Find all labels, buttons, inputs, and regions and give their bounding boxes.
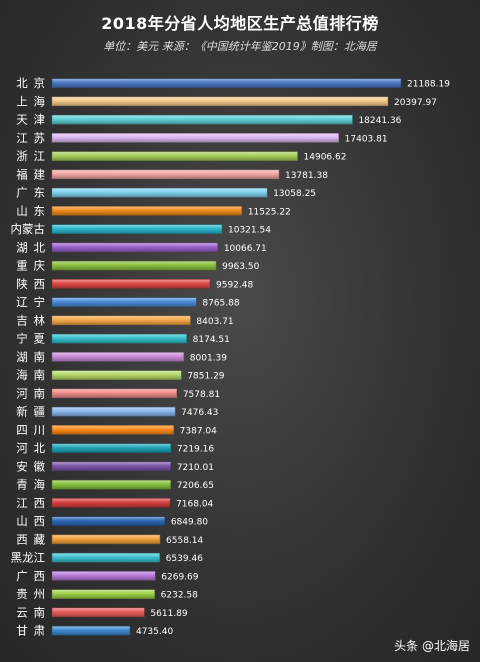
bar <box>51 370 182 380</box>
bar <box>51 333 187 344</box>
category-label: 湖 南 <box>16 350 45 364</box>
bar <box>51 352 185 362</box>
category-label: 上 海 <box>16 94 45 108</box>
value-label: 7168.04 <box>176 499 213 509</box>
value-label: 9592.48 <box>216 280 253 290</box>
bar <box>51 96 389 107</box>
value-label: 17403.81 <box>345 134 388 144</box>
category-label: 新 疆 <box>16 405 45 419</box>
value-label: 13781.38 <box>285 171 328 181</box>
value-label: 10066.71 <box>224 244 267 254</box>
category-label: 北 京 <box>16 76 45 90</box>
bar <box>51 443 172 453</box>
value-label: 7476.43 <box>181 408 218 418</box>
bar <box>51 479 171 490</box>
category-label: 湖 北 <box>16 240 45 254</box>
value-label: 8403.71 <box>196 317 233 327</box>
category-label: 陕 西 <box>16 277 45 291</box>
bar <box>51 279 211 289</box>
category-label: 江 西 <box>16 496 45 510</box>
bars-layer: 北 京 21188.19 上 海 20397.97 天 津 18241.36 江 苏 1740… <box>11 76 451 638</box>
value-label: 4735.40 <box>136 627 173 637</box>
value-label: 7206.65 <box>177 481 214 491</box>
bar <box>51 151 298 161</box>
value-label: 7219.16 <box>177 445 214 455</box>
category-label: 福 建 <box>16 167 45 181</box>
category-label: 河 南 <box>16 386 45 400</box>
bar <box>51 224 223 234</box>
value-label: 14906.62 <box>304 153 347 163</box>
value-label: 13058.25 <box>273 189 316 199</box>
value-label: 11525.22 <box>248 207 291 217</box>
value-label: 20397.97 <box>394 98 437 108</box>
bar <box>51 169 280 180</box>
value-label: 6849.80 <box>171 518 208 528</box>
category-label: 海 南 <box>16 368 45 382</box>
value-label: 21188.19 <box>407 80 450 90</box>
value-label: 6558.14 <box>166 536 203 546</box>
value-label: 7578.81 <box>183 390 220 400</box>
category-label: 西 藏 <box>16 532 45 546</box>
watermark: 头条 @北海居 <box>394 639 470 653</box>
category-label: 云 南 <box>16 605 45 619</box>
category-label: 吉 林 <box>16 313 45 327</box>
value-label: 8174.51 <box>193 335 230 345</box>
bar <box>51 498 171 508</box>
category-label: 辽 宁 <box>16 295 45 309</box>
value-label: 10321.54 <box>228 226 271 236</box>
category-label: 广 西 <box>16 569 45 583</box>
bar <box>51 260 217 271</box>
bar <box>51 187 268 198</box>
category-label: 山 西 <box>16 514 45 528</box>
bar <box>51 571 156 581</box>
value-label: 7851.29 <box>187 372 224 382</box>
bar <box>51 78 402 88</box>
category-label: 天 津 <box>16 113 45 127</box>
category-label: 重 庆 <box>16 259 45 273</box>
value-label: 8765.88 <box>202 299 239 309</box>
chart-title: 2018年分省人均地区生产总值排行榜 <box>101 14 379 33</box>
category-label: 广 东 <box>16 186 45 200</box>
bar <box>51 133 339 143</box>
value-label: 7387.04 <box>180 426 217 436</box>
bar <box>51 297 197 307</box>
bar <box>51 461 172 472</box>
category-label: 四 川 <box>16 423 45 437</box>
value-label: 18241.36 <box>358 116 401 126</box>
category-label: 黑龙江 <box>11 551 46 565</box>
category-label: 安 徽 <box>16 459 45 473</box>
category-label: 宁 夏 <box>16 332 45 346</box>
bar <box>51 388 178 399</box>
chart-subtitle: 单位：美元 来源：《中国统计年鉴2019》制图：北海居 <box>103 40 377 53</box>
bar <box>51 315 191 326</box>
bar <box>51 534 161 545</box>
category-label: 内蒙古 <box>11 222 46 236</box>
category-label: 青 海 <box>16 478 45 492</box>
value-label: 6269.69 <box>161 572 198 582</box>
category-label: 河 北 <box>16 441 45 455</box>
bar <box>51 242 219 253</box>
bar <box>51 425 174 435</box>
value-label: 5611.89 <box>150 609 187 619</box>
value-label: 6539.46 <box>166 554 203 564</box>
value-label: 6232.58 <box>161 591 198 601</box>
category-label: 贵 州 <box>16 587 45 601</box>
bar <box>51 552 160 563</box>
bar <box>51 516 166 526</box>
bar <box>51 607 145 618</box>
bar <box>51 406 176 417</box>
bar <box>51 206 243 216</box>
bar <box>51 114 353 125</box>
category-label: 山 东 <box>16 204 45 218</box>
category-label: 江 苏 <box>16 131 45 145</box>
value-label: 7210.01 <box>177 463 214 473</box>
category-label: 甘 肃 <box>16 624 45 638</box>
bar <box>51 625 131 636</box>
category-label: 浙 江 <box>16 149 45 163</box>
bar <box>51 589 155 599</box>
value-label: 9963.50 <box>222 262 259 272</box>
value-label: 8001.39 <box>190 353 227 363</box>
